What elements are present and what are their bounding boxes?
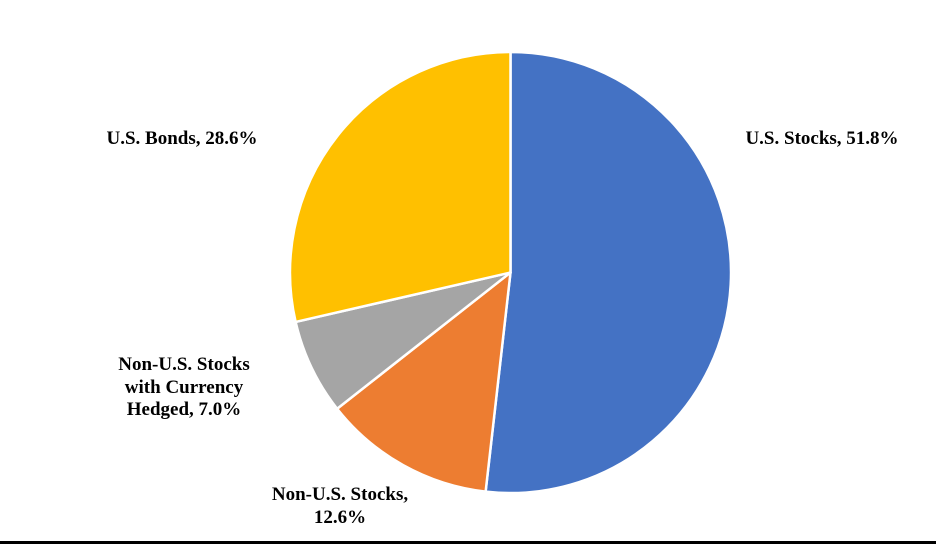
slice-label-non-us-stocks-hedged: Non-U.S. Stocks with Currency Hedged, 7.… [118, 354, 250, 420]
pie-slice-1 [335, 271, 512, 493]
pie-slice-3 [288, 50, 512, 324]
slice-label-us-bonds: U.S. Bonds, 28.6% [106, 128, 258, 149]
slice-label-non-us-stocks: Non-U.S. Stocks, 12.6% [271, 484, 409, 528]
bottom-border-line [0, 541, 936, 544]
slice-label-us-stocks: U.S. Stocks, 51.8% [745, 128, 899, 149]
pie-slice-0 [484, 50, 733, 495]
